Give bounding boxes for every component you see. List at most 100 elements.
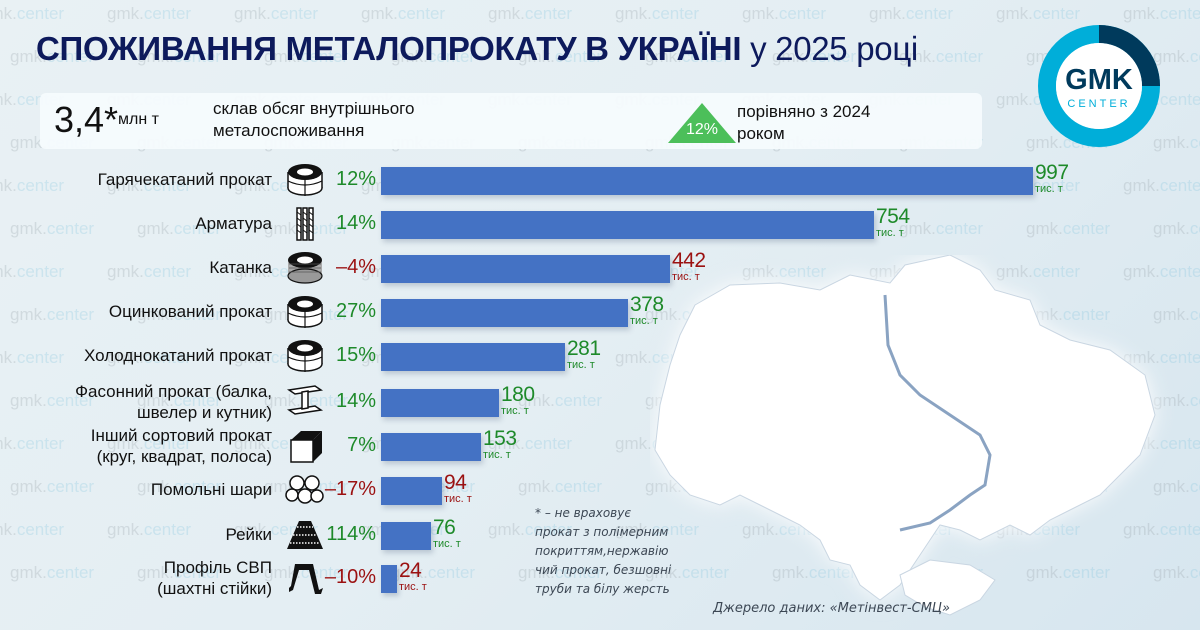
change-pct: 27% xyxy=(335,300,376,322)
page-title: СПОЖИВАННЯ МЕТАЛОПРОКАТУ В УКРАЇНІ у 202… xyxy=(36,30,918,68)
chart-row: Арматура 14% 754 тис. т xyxy=(0,204,1200,244)
bar xyxy=(381,167,1033,195)
square-bar-icon xyxy=(285,428,325,464)
grinding-balls-icon xyxy=(285,472,325,508)
watermark-text: gmk.center xyxy=(0,4,65,23)
i-beam-icon xyxy=(285,384,325,420)
chart-row: Холоднокатаний прокат 15% 281 тис. т xyxy=(0,336,1200,376)
category-label-line: швелер и кутник) xyxy=(136,403,272,422)
logo-text-top: GMK xyxy=(1065,64,1133,96)
bar-unit: тис. т xyxy=(399,581,427,593)
bar-value-label: 997 тис. т xyxy=(1035,162,1069,195)
watermark-text: gmk.center xyxy=(488,4,573,23)
bar xyxy=(381,565,397,593)
chart-row: Катанка –4% 442 тис. т xyxy=(0,248,1200,288)
footnote: * – не враховує прокат з полімерним покрит… xyxy=(535,504,705,599)
chart-row: Гарячекатаний прокат 12% 997 тис. т xyxy=(0,160,1200,200)
logo-text-bottom: CENTER xyxy=(1067,98,1130,110)
bar-value-label: 76 тис. т xyxy=(433,517,461,550)
bar xyxy=(381,255,670,283)
watermark-text: gmk.center xyxy=(361,4,446,23)
chart-row: Помольні шари –17% 94 тис. т xyxy=(0,470,1200,510)
bar-value-label: 754 тис. т xyxy=(876,205,910,239)
total-consumption-value: 3,4* xyxy=(54,99,119,140)
bar-value: 378 xyxy=(630,293,664,316)
bar-value-label: 153 тис. т xyxy=(483,427,517,461)
steel-coil-icon xyxy=(285,294,325,330)
category-label-line: Оцинкований прокат xyxy=(108,302,272,321)
data-source: Джерело даних: «Метінвест-СМЦ» xyxy=(713,601,951,616)
bar-value-label: 180 тис. т xyxy=(501,383,535,417)
category-label-line: Холоднокатаний прокат xyxy=(83,346,272,365)
change-pct: 15% xyxy=(335,344,376,366)
bar-value: 153 xyxy=(483,427,517,450)
category-label: Арматура xyxy=(195,213,272,234)
bar-value-label: 442 тис. т xyxy=(672,249,706,283)
change-pct: 114% xyxy=(326,523,376,545)
category-label: Помольні шари xyxy=(151,479,272,500)
footnote-line: покриттям,нержавію xyxy=(535,544,669,558)
bar xyxy=(381,522,431,550)
category-label: Профіль СВП (шахтні стійки) xyxy=(157,557,272,599)
total-consumption-text: склав обсяг внутрішнього металоспоживанн… xyxy=(213,99,415,140)
bar-value: 94 xyxy=(444,471,467,494)
bar xyxy=(381,477,442,505)
footnote-line: труби та білу жерсть xyxy=(535,582,670,596)
category-label-line: Фасонний прокат (балка, xyxy=(75,382,272,401)
category-label: Катанка xyxy=(209,257,272,278)
change-pct: –10% xyxy=(324,566,376,588)
bar xyxy=(381,211,874,239)
bar-unit: тис. т xyxy=(876,227,904,239)
chart-row: Профіль СВП (шахтні стійки) –10% 24 тис. т xyxy=(0,558,1200,598)
category-label: Фасонний прокат (балка, швелер и кутник) xyxy=(75,381,272,423)
bar-unit: тис. т xyxy=(483,449,511,461)
rebar-icon xyxy=(285,206,325,242)
category-label-line: Інший сортовий прокат xyxy=(90,426,272,445)
category-label-line: Катанка xyxy=(209,258,272,277)
bar-value: 180 xyxy=(501,383,535,406)
change-pct: –4% xyxy=(335,256,376,278)
category-label-line: Рейки xyxy=(225,525,272,544)
bar-value: 281 xyxy=(567,337,601,360)
footnote-line: чий прокат, безшовні xyxy=(535,563,672,577)
bar-value-label: 24 тис. т xyxy=(399,559,427,593)
steel-coil-icon xyxy=(285,338,325,374)
bar-value: 754 xyxy=(876,205,910,228)
bar-value-label: 378 тис. т xyxy=(630,293,664,327)
footnote-line: прокат з полімерним xyxy=(535,525,669,539)
gmk-center-logo: GMK CENTER xyxy=(1038,25,1160,147)
mine-support-profile-icon xyxy=(285,560,325,596)
category-label: Інший сортовий прокат (круг, квадрат, пол… xyxy=(91,425,272,467)
chart-row: Оцинкований прокат 27% 378 тис. т xyxy=(0,292,1200,332)
steel-coil-icon xyxy=(285,162,325,198)
bar-unit: тис. т xyxy=(444,493,472,505)
bar-value: 442 xyxy=(672,249,706,272)
bar-unit: тис. т xyxy=(672,271,700,283)
category-label-line: Профіль СВП xyxy=(163,558,272,577)
watermark-text: gmk.center xyxy=(615,4,700,23)
bar-unit: тис. т xyxy=(567,359,595,371)
watermark-text: gmk.center xyxy=(1123,4,1200,23)
bar xyxy=(381,389,499,417)
chart-row: Рейки 114% 76 тис. т xyxy=(0,515,1200,555)
comparison-text: порівняно з 2024 роком xyxy=(737,102,871,143)
watermark-text: gmk.center xyxy=(869,4,954,23)
title-year: у 2025 році xyxy=(750,30,918,67)
category-label: Гарячекатаний прокат xyxy=(98,169,272,190)
category-label-line: Гарячекатаний прокат xyxy=(97,170,272,189)
change-pct: 14% xyxy=(335,390,376,412)
change-pct: –17% xyxy=(324,478,376,500)
growth-triangle-icon xyxy=(668,103,736,143)
chart-row: Інший сортовий прокат (круг, квадрат, пол… xyxy=(0,426,1200,466)
bar-value: 24 xyxy=(399,559,422,582)
category-label: Рейки xyxy=(226,524,272,545)
category-label-line: (шахтні стійки) xyxy=(157,579,272,598)
category-label-line: (круг, квадрат, полоса) xyxy=(96,447,272,466)
growth-pct: 12% xyxy=(685,121,719,138)
bar-unit: тис. т xyxy=(433,538,461,550)
change-pct: 14% xyxy=(335,212,376,234)
bar-unit: тис. т xyxy=(501,405,529,417)
title-bold: СПОЖИВАННЯ МЕТАЛОПРОКАТУ В УКРАЇНІ xyxy=(36,30,742,67)
bar xyxy=(381,433,481,461)
footnote-line: * – не враховує xyxy=(535,506,631,520)
